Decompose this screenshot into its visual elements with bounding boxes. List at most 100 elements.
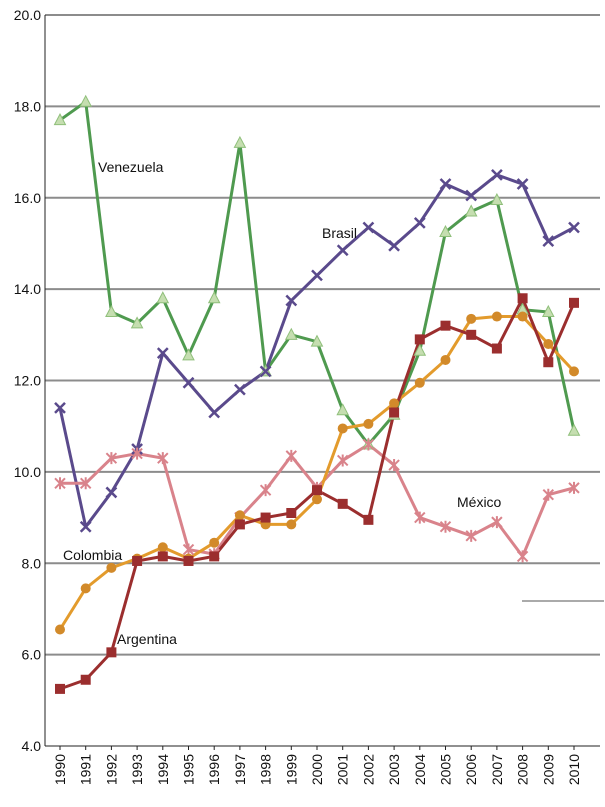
marker-colombia <box>106 562 117 573</box>
marker-argentina <box>389 407 400 418</box>
x-axis-tick-labels: 1990 1991 1992 1993 1994 1995 1996 1997 1998 1999… <box>52 746 582 785</box>
marker-colombia <box>389 398 400 409</box>
annotation-argentina: Argentina <box>117 631 177 647</box>
marker-argentina <box>55 683 65 694</box>
x-tick-label: 2006 <box>463 754 479 785</box>
y-axis-tick-labels: 4.0 6.0 8.0 10.0 12.0 14.0 16.0 18.0 20.0 <box>14 7 41 754</box>
marker-venezuela <box>490 192 504 206</box>
x-tick-label: 2003 <box>386 754 402 785</box>
marker-mexico <box>542 488 555 501</box>
marker-argentina <box>569 297 579 308</box>
y-tick-label: 6.0 <box>22 647 42 663</box>
marker-argentina <box>234 519 245 530</box>
marker-mexico <box>439 520 452 533</box>
marker-colombia <box>569 366 579 377</box>
x-tick-label: 1998 <box>258 754 274 785</box>
series-markers <box>53 94 581 694</box>
x-tick-label: 1992 <box>103 754 119 785</box>
x-tick-label: 1993 <box>129 754 145 785</box>
gridlines <box>45 14 600 656</box>
y-tick-label: 18.0 <box>14 98 41 114</box>
marker-venezuela <box>207 291 221 304</box>
y-tick-label: 12.0 <box>14 373 41 389</box>
marker-venezuela <box>439 224 452 238</box>
series-line-venezuela <box>59 100 576 446</box>
marker-argentina <box>260 512 271 523</box>
marker-argentina <box>209 551 220 562</box>
marker-brasil <box>491 169 503 181</box>
marker-mexico <box>285 449 298 462</box>
marker-brasil <box>568 221 580 234</box>
marker-mexico <box>105 452 118 465</box>
x-tick-label: 2001 <box>335 754 351 785</box>
marker-argentina <box>414 334 425 345</box>
x-tick-label: 1996 <box>206 754 222 785</box>
marker-venezuela <box>310 334 324 347</box>
marker-mexico <box>465 529 477 542</box>
y-tick-label: 14.0 <box>14 281 41 297</box>
marker-argentina <box>312 485 322 496</box>
marker-mexico <box>79 477 92 490</box>
marker-colombia <box>543 338 554 349</box>
x-tick-label: 2005 <box>438 754 454 785</box>
marker-mexico <box>362 438 375 451</box>
marker-colombia <box>414 377 425 388</box>
marker-brasil <box>79 520 92 533</box>
y-tick-label: 4.0 <box>22 738 42 754</box>
marker-mexico <box>131 447 143 460</box>
marker-brasil <box>311 269 323 282</box>
marker-mexico <box>182 543 195 556</box>
annotation-venezuela: Venezuela <box>98 159 164 175</box>
x-tick-label: 1999 <box>283 754 299 785</box>
x-tick-label: 2010 <box>566 754 582 785</box>
marker-argentina <box>157 551 168 562</box>
marker-venezuela <box>182 348 195 361</box>
marker-brasil <box>259 365 272 378</box>
marker-colombia <box>440 354 451 365</box>
marker-venezuela <box>464 204 478 217</box>
marker-venezuela <box>336 403 350 416</box>
marker-argentina <box>440 320 451 331</box>
marker-mexico <box>54 477 66 490</box>
marker-argentina <box>183 555 194 566</box>
marker-mexico <box>414 511 426 524</box>
marker-venezuela <box>79 94 93 107</box>
marker-brasil <box>388 239 400 252</box>
marker-colombia <box>55 624 65 635</box>
y-tick-label: 16.0 <box>14 190 41 206</box>
marker-colombia <box>491 311 502 322</box>
y-tick-label: 20.0 <box>14 7 41 23</box>
marker-brasil <box>439 178 452 190</box>
marker-venezuela <box>156 291 170 304</box>
series-lines <box>58 100 576 691</box>
marker-venezuela <box>53 113 67 126</box>
axes <box>44 15 600 747</box>
marker-mexico <box>516 550 529 563</box>
marker-argentina <box>543 357 554 368</box>
marker-argentina <box>132 555 143 566</box>
marker-colombia <box>517 311 528 322</box>
annotation-mexico: México <box>457 494 502 510</box>
marker-venezuela <box>541 304 555 317</box>
x-tick-label: 1994 <box>155 754 171 785</box>
marker-venezuela <box>130 316 144 329</box>
marker-mexico <box>568 481 580 494</box>
marker-colombia <box>209 537 220 548</box>
marker-mexico <box>336 454 349 467</box>
marker-mexico <box>259 484 272 497</box>
marker-venezuela <box>567 423 581 436</box>
marker-brasil <box>105 486 118 499</box>
marker-venezuela <box>413 343 427 356</box>
x-tick-label: 2009 <box>540 754 556 785</box>
marker-argentina <box>80 674 91 685</box>
marker-argentina <box>466 329 477 340</box>
marker-brasil <box>54 402 66 414</box>
marker-brasil <box>516 178 529 190</box>
series-annotations: Venezuela Brasil México Colombia Argentina <box>63 159 502 647</box>
marker-colombia <box>157 542 168 553</box>
marker-brasil <box>362 221 375 234</box>
x-tick-label: 2007 <box>489 754 505 785</box>
x-tick-label: 2002 <box>360 754 376 785</box>
x-tick-label: 2000 <box>309 754 325 785</box>
